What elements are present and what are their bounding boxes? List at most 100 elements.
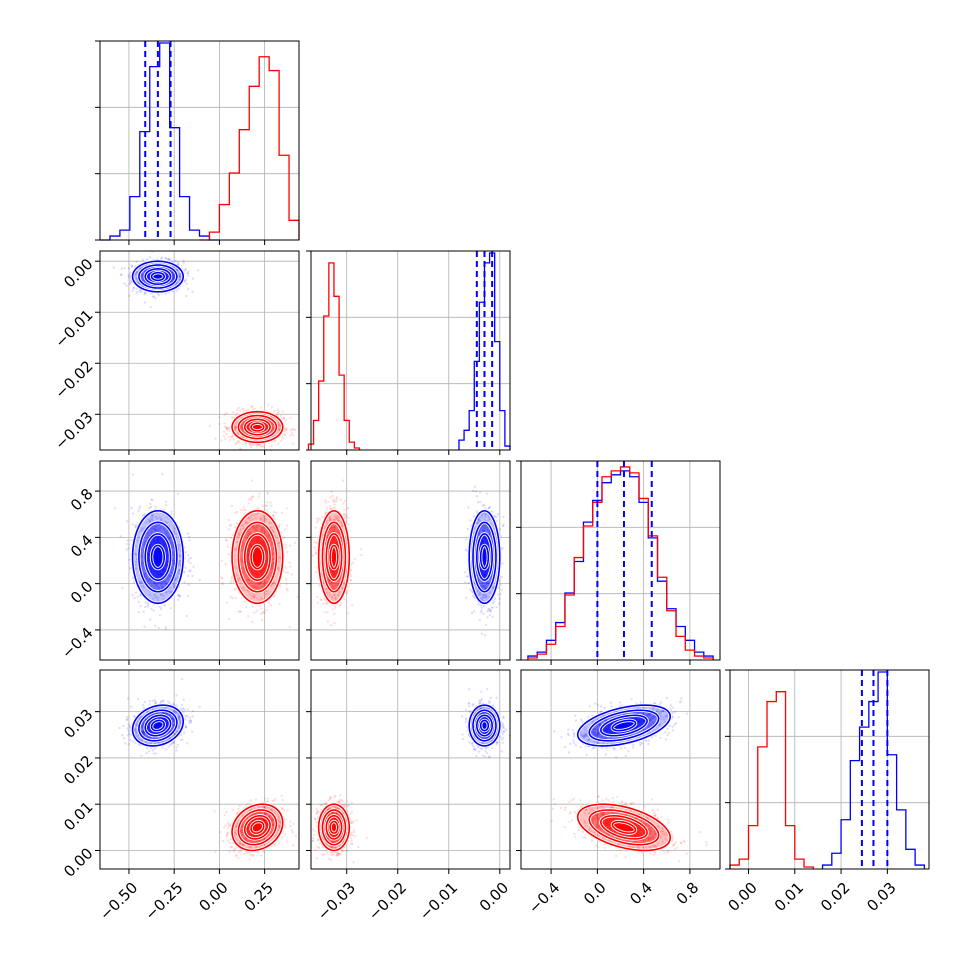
- sample-point: [488, 609, 492, 612]
- sample-point: [151, 518, 154, 521]
- sample-point: [128, 567, 132, 570]
- sample-point: [481, 528, 484, 532]
- sample-point: [261, 526, 265, 530]
- sample-point: [148, 578, 151, 581]
- sample-point: [263, 611, 266, 615]
- sample-point: [272, 530, 276, 533]
- sample-point: [267, 534, 270, 538]
- sample-point: [167, 575, 170, 579]
- sample-point: [166, 535, 169, 538]
- sample-point: [164, 292, 167, 295]
- sample-point: [283, 433, 286, 436]
- sample-point: [223, 437, 227, 440]
- sample-point: [483, 585, 486, 588]
- sample-point: [245, 588, 248, 592]
- sample-point: [284, 543, 288, 547]
- sample-point: [276, 408, 280, 411]
- sample-point: [246, 577, 249, 581]
- sample-point: [464, 538, 468, 541]
- sample-point: [135, 260, 138, 264]
- contour-blue: [472, 521, 497, 593]
- sample-point: [221, 582, 224, 585]
- sample-point: [327, 579, 331, 582]
- sample-point: [501, 524, 505, 528]
- sample-point: [241, 541, 244, 544]
- sample-point: [171, 275, 175, 278]
- sample-point: [162, 527, 166, 531]
- sample-point: [144, 291, 147, 294]
- sample-point: [139, 580, 142, 583]
- sample-point: [254, 513, 257, 516]
- sample-point: [272, 595, 276, 599]
- sample-point: [255, 525, 258, 528]
- sample-point: [187, 583, 190, 586]
- sample-point: [234, 587, 238, 591]
- sample-point: [143, 605, 147, 609]
- sample-point: [316, 517, 319, 520]
- sample-point: [292, 427, 295, 431]
- sample-point: [259, 586, 263, 589]
- sample-point: [141, 567, 145, 570]
- sample-point: [144, 572, 147, 575]
- sample-point: [254, 528, 258, 531]
- sample-point: [278, 425, 282, 428]
- sample-point: [150, 530, 154, 534]
- sample-point: [485, 583, 488, 587]
- sample-point: [259, 530, 263, 533]
- sample-point: [253, 594, 257, 598]
- sample-point: [168, 573, 171, 577]
- sample-point: [185, 278, 188, 281]
- sample-point: [284, 419, 287, 422]
- sample-point: [164, 581, 167, 585]
- histogram-red-0: [199, 56, 300, 241]
- sample-point: [291, 433, 294, 437]
- sample-point: [136, 595, 140, 599]
- sample-point: [164, 532, 168, 535]
- sample-point: [259, 612, 263, 616]
- sample-point: [238, 409, 242, 413]
- sample-point: [250, 620, 254, 624]
- sample-point: [266, 576, 269, 580]
- sample-point: [123, 267, 126, 270]
- sample-point: [157, 293, 160, 297]
- sample-point: [482, 596, 485, 599]
- density-fill: [251, 545, 264, 569]
- sample-point: [501, 547, 504, 550]
- sample-point: [173, 561, 176, 564]
- contour-red: [237, 414, 278, 440]
- sample-point: [487, 530, 491, 533]
- contour-blue: [150, 271, 166, 282]
- sample-point: [270, 405, 274, 409]
- sample-point: [337, 593, 340, 597]
- sample-point: [229, 523, 232, 526]
- sample-point: [132, 286, 135, 289]
- sample-point: [244, 574, 248, 577]
- sample-point: [135, 270, 139, 274]
- sample-point: [239, 610, 242, 613]
- sample-point: [245, 606, 248, 609]
- sample-point: [256, 512, 259, 515]
- sample-point: [335, 515, 338, 518]
- sample-point: [141, 273, 145, 276]
- sample-point: [485, 595, 488, 598]
- sample-point: [153, 529, 156, 532]
- sample-point: [151, 513, 154, 517]
- sample-point: [178, 275, 181, 279]
- sample-point: [235, 566, 238, 570]
- sample-point: [256, 524, 259, 527]
- sample-point: [143, 301, 147, 304]
- sample-point: [269, 501, 272, 504]
- sample-point: [477, 577, 480, 580]
- sample-point: [328, 579, 331, 583]
- sample-point: [225, 432, 228, 436]
- contour-red: [237, 521, 278, 593]
- sample-point: [153, 581, 156, 584]
- sample-point: [316, 519, 320, 522]
- sample-point: [140, 581, 144, 584]
- sample-point: [169, 586, 172, 589]
- sample-point: [270, 566, 273, 569]
- sample-point: [470, 611, 474, 615]
- sample-point: [349, 578, 352, 582]
- sample-point: [478, 491, 482, 494]
- sample-point: [171, 543, 174, 547]
